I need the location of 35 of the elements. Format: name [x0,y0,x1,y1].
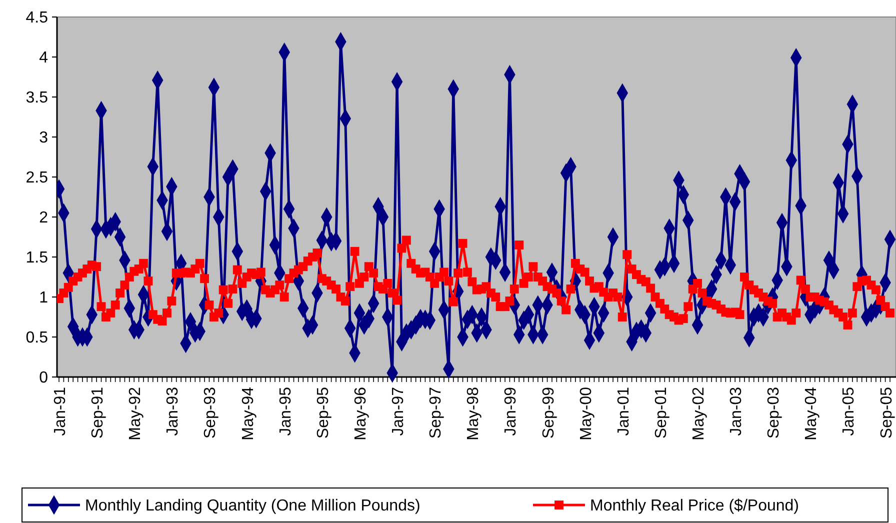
x-tick-label: Jan-95 [277,386,294,436]
x-tick-label: Jan-99 [502,386,520,436]
x-tick-label: Jan-01 [615,386,632,436]
x-tick-label: May-98 [465,386,482,440]
y-tick-label: 1 [39,290,48,307]
x-tick-label: Sep-97 [428,386,445,439]
x-tick-label: Jan-91 [52,386,69,436]
legend-label: Monthly Landing Quantity (One Million Pounds) [85,498,420,515]
x-tick-label: Sep-99 [540,386,558,439]
y-tick-label: 3.5 [26,90,48,107]
x-tick-label: Sep-93 [202,386,220,439]
x-tick-label: Jan-97 [390,386,408,436]
x-tick-label: May-00 [578,386,595,440]
x-tick-label: Sep-01 [652,386,670,439]
y-tick-label: 2.5 [26,170,48,187]
legend-label: Monthly Real Price ($/Pound) [590,498,799,515]
y-tick-label: 4 [39,50,48,67]
x-tick-label: Sep-03 [766,386,783,439]
y-tick-label: 0 [39,370,48,387]
x-tick-label: May-02 [690,386,708,440]
y-tick-label: 2 [39,210,48,227]
y-tick-label: 1.5 [26,250,48,267]
x-tick-label: Sep-05 [878,386,896,439]
y-tick-label: 4.5 [26,10,48,27]
x-tick-label: May-96 [352,386,370,440]
x-tick-label: Jan-03 [728,386,746,436]
x-tick-label: Sep-95 [314,386,332,439]
x-tick-label: May-94 [240,386,257,440]
y-tick-label: 0.5 [26,330,48,347]
x-tick-label: May-92 [127,386,144,440]
x-tick-label: Jan-93 [164,386,182,436]
x-tick-label: May-04 [803,386,820,440]
y-tick-label: 3 [39,130,48,147]
x-tick-label: Jan-05 [840,386,858,436]
x-tick-label: Sep-91 [90,386,107,439]
